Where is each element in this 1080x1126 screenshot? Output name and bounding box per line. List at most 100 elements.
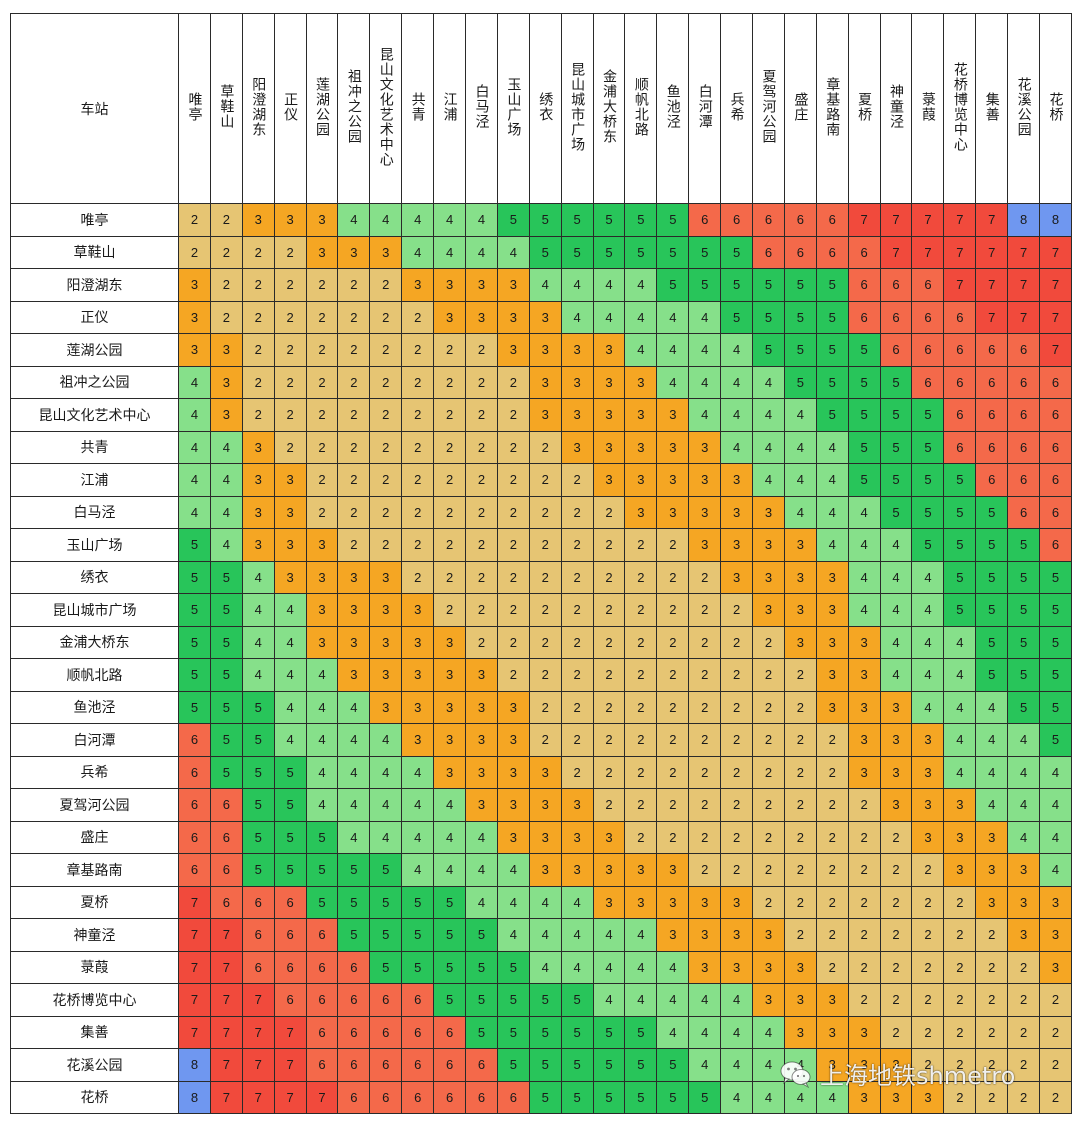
fare-cell: 5 — [911, 463, 945, 497]
fare-cell: 2 — [975, 983, 1009, 1017]
table-row: 正仪 3 2 2 2 2 2 2 2 3 3 3 3 4 4 4 4 4 5 5 5 5 6 6 6 6 7 7 7 — [10, 300, 1072, 334]
fare-cell: 5 — [209, 560, 243, 594]
fare-cell: 3 — [337, 593, 371, 627]
table-row: 章基路南 6 6 5 5 5 5 5 4 4 4 4 3 3 3 3 3 2 2 2 2 2 2 2 2 3 3 3 4 — [10, 853, 1072, 887]
fare-cell: 5 — [783, 365, 817, 399]
fare-cell: 2 — [528, 723, 562, 757]
fare-cell: 3 — [178, 300, 211, 334]
fare-cell: 3 — [624, 430, 658, 464]
fare-cell: 3 — [752, 950, 785, 984]
fare-cell: 4 — [1007, 755, 1041, 789]
fare-cell: 3 — [241, 528, 275, 562]
fare-cell: 2 — [688, 853, 722, 887]
fare-cell: 2 — [624, 690, 658, 724]
fare-cell: 2 — [783, 723, 817, 757]
fare-cell: 2 — [209, 203, 243, 237]
fare-cell: 7 — [943, 235, 977, 269]
fare-cell: 6 — [273, 950, 307, 984]
fare-cell: 2 — [401, 333, 435, 367]
fare-cell: 2 — [273, 300, 307, 334]
fare-cell: 2 — [528, 658, 562, 692]
fare-cell: 3 — [847, 690, 881, 724]
fare-cell: 4 — [752, 463, 785, 497]
fare-cell: 4 — [433, 788, 467, 822]
fare-cell: 2 — [305, 398, 339, 432]
fare-cell: 7 — [1039, 333, 1072, 367]
fare-cell: 2 — [401, 430, 435, 464]
fare-cell: 4 — [720, 1048, 754, 1082]
column-header: 玉山广场 — [496, 13, 530, 204]
fare-cell: 3 — [465, 268, 498, 302]
fare-cell: 5 — [1039, 593, 1072, 627]
fare-cell: 4 — [624, 300, 658, 334]
fare-cell: 6 — [1039, 430, 1072, 464]
fare-cell: 7 — [975, 268, 1009, 302]
fare-cell: 3 — [1007, 885, 1041, 919]
fare-cell: 2 — [847, 983, 881, 1017]
fare-cell: 3 — [752, 495, 785, 529]
fare-cell: 3 — [528, 755, 562, 789]
fare-cell: 5 — [528, 1015, 562, 1049]
fare-cell: 4 — [975, 690, 1009, 724]
fare-cell: 7 — [209, 950, 243, 984]
fare-cell: 4 — [433, 203, 467, 237]
fare-cell: 3 — [1039, 950, 1072, 984]
fare-cell: 5 — [911, 430, 945, 464]
fare-cell: 2 — [592, 560, 626, 594]
fare-cell: 2 — [273, 333, 307, 367]
column-header-label: 顺帆北路 — [632, 76, 649, 137]
fare-cell: 5 — [496, 1048, 530, 1082]
fare-cell: 2 — [624, 560, 658, 594]
column-header: 兵希 — [720, 13, 754, 204]
fare-cell: 5 — [528, 1080, 562, 1114]
fare-cell: 5 — [273, 755, 307, 789]
fare-cell: 4 — [688, 333, 722, 367]
fare-cell: 2 — [496, 463, 530, 497]
fare-cell: 2 — [401, 463, 435, 497]
fare-cell: 4 — [178, 495, 211, 529]
fare-cell: 7 — [273, 1015, 307, 1049]
fare-cell: 2 — [401, 300, 435, 334]
fare-cell: 2 — [560, 495, 594, 529]
fare-cell: 5 — [815, 398, 849, 432]
fare-cell: 6 — [752, 203, 785, 237]
row-header: 夏桥 — [10, 885, 179, 919]
fare-cell: 3 — [465, 658, 498, 692]
fare-cell: 5 — [911, 398, 945, 432]
fare-cell: 6 — [241, 885, 275, 919]
table-row: 唯亭 2 2 3 3 3 4 4 4 4 4 5 5 5 5 5 5 6 6 6 6 6 7 7 7 7 7 8 8 — [10, 203, 1072, 237]
fare-cell: 3 — [911, 820, 945, 854]
column-header: 祖冲之公园 — [337, 13, 371, 204]
fare-cell: 4 — [815, 495, 849, 529]
row-header: 祖冲之公园 — [10, 365, 179, 399]
fare-cell: 3 — [720, 528, 754, 562]
fare-cell: 6 — [305, 918, 339, 952]
fare-cell: 5 — [815, 365, 849, 399]
fare-cell: 8 — [1039, 203, 1072, 237]
fare-cell: 4 — [528, 885, 562, 919]
fare-cell: 3 — [975, 885, 1009, 919]
fare-cell: 4 — [401, 235, 435, 269]
fare-cell: 3 — [369, 235, 403, 269]
fare-cell: 4 — [209, 528, 243, 562]
fare-cell: 4 — [688, 398, 722, 432]
fare-cell: 7 — [1007, 235, 1041, 269]
fare-cell: 4 — [911, 625, 945, 659]
fare-cell: 3 — [1039, 885, 1072, 919]
fare-cell: 2 — [815, 820, 849, 854]
fare-cell: 2 — [656, 788, 690, 822]
fare-cell: 2 — [783, 788, 817, 822]
fare-cell: 5 — [178, 690, 211, 724]
fare-cell: 5 — [209, 690, 243, 724]
fare-cell: 2 — [369, 495, 403, 529]
fare-cell: 5 — [465, 983, 498, 1017]
fare-cell: 4 — [752, 1048, 785, 1082]
fare-cell: 2 — [815, 853, 849, 887]
fare-cell: 4 — [433, 235, 467, 269]
fare-cell: 2 — [911, 1048, 945, 1082]
fare-cell: 2 — [624, 788, 658, 822]
fare-cell: 4 — [178, 398, 211, 432]
fare-cell: 7 — [305, 1080, 339, 1114]
fare-cell: 6 — [879, 268, 913, 302]
row-header: 绣衣 — [10, 560, 179, 594]
